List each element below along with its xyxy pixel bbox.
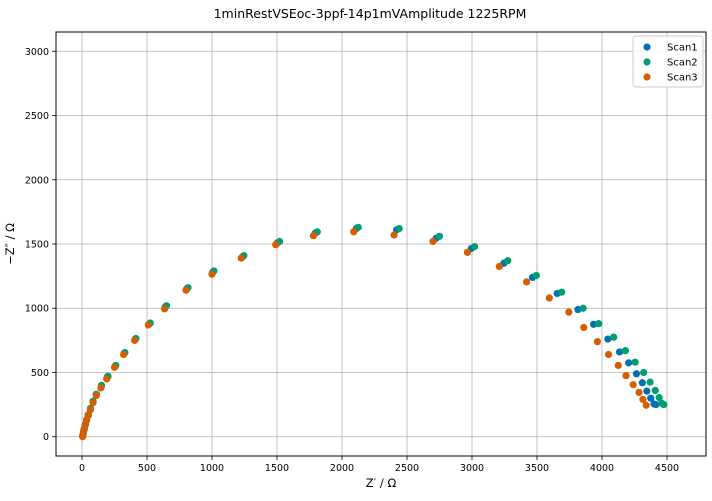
point-scan3	[237, 254, 245, 262]
point-scan2	[471, 242, 479, 251]
legend-box	[632, 35, 704, 88]
point-scan2	[579, 304, 587, 312]
point-scan3	[131, 336, 139, 344]
point-scan2	[621, 347, 630, 355]
y-tick-label: 1500	[25, 240, 49, 251]
point-scan2	[651, 386, 659, 395]
point-scan2	[504, 257, 512, 265]
point-scan3	[309, 232, 317, 240]
grid	[56, 32, 706, 456]
legend-label-scan2: Scan2	[667, 58, 698, 69]
point-scan1	[652, 401, 660, 409]
point-scan3	[495, 262, 503, 271]
x-tick-label: 2000	[330, 463, 354, 474]
point-scan3	[635, 388, 643, 396]
point-scan1	[647, 394, 655, 402]
point-scan3	[639, 395, 647, 404]
x-tick-label: 3000	[460, 463, 484, 474]
point-scan1	[625, 359, 633, 367]
point-scan3	[120, 350, 128, 359]
point-scan3	[86, 406, 95, 414]
point-scan3	[593, 338, 602, 346]
point-scan3	[160, 305, 169, 313]
y-tick-label: 0	[43, 432, 49, 443]
legend-marker-scan3	[643, 73, 651, 81]
y-tick-label: 3000	[25, 47, 49, 58]
point-scan3	[614, 361, 622, 370]
point-scan3	[97, 384, 105, 392]
x-tick-label: 1500	[265, 463, 289, 474]
point-scan2	[558, 288, 566, 296]
legend-label-scan3: Scan3	[667, 73, 698, 84]
x-axis-label: Z′ / Ω	[366, 476, 397, 490]
point-scan3	[92, 392, 100, 400]
point-scan2	[354, 223, 362, 231]
axis-ticks: 0 500 1000 1500 2000 2500 3000 3500 4000 4500 0 500…	[25, 47, 679, 474]
x-tick-label: 4500	[655, 463, 679, 474]
point-scan2	[435, 232, 444, 240]
point-scan3	[84, 411, 92, 420]
point-scan1	[615, 348, 624, 356]
y-tick-label: 1000	[25, 304, 49, 315]
point-scan3	[463, 248, 472, 256]
point-scan3	[272, 241, 280, 249]
point-scan3	[580, 323, 588, 332]
point-scan2	[660, 401, 668, 409]
data-points	[79, 223, 668, 441]
point-scan3	[629, 381, 637, 389]
point-scan3	[182, 286, 190, 294]
legend-marker-scan2	[643, 58, 651, 66]
point-scan3	[429, 237, 437, 246]
point-scan2	[395, 224, 403, 233]
point-scan2	[595, 320, 603, 328]
x-tick-label: 500	[138, 463, 156, 474]
chart-title: 1minRestVSEoc-3ppf-14p1mVAmplitude 1225R…	[214, 6, 527, 21]
point-scan3	[110, 363, 119, 371]
y-tick-label: 500	[31, 368, 49, 379]
y-tick-label: 2000	[25, 175, 49, 186]
y-axis-label: −Z″ / Ω	[3, 223, 17, 265]
point-scan3	[390, 231, 398, 239]
legend-marker-scan1	[643, 43, 651, 51]
legend-label-scan1: Scan1	[667, 43, 698, 54]
x-tick-label: 3500	[525, 463, 549, 474]
point-scan2	[610, 333, 618, 341]
point-scan3	[350, 228, 358, 236]
point-scan1	[604, 335, 612, 343]
point-scan3	[89, 399, 97, 407]
x-tick-label: 2500	[395, 463, 419, 474]
point-scan2	[631, 358, 639, 366]
x-tick-label: 0	[79, 463, 85, 474]
point-scan1	[632, 370, 641, 378]
point-scan3	[622, 372, 630, 380]
point-scan3	[565, 308, 573, 316]
point-scan3	[523, 278, 531, 286]
x-tick-label: 1000	[200, 463, 224, 474]
point-scan2	[655, 393, 663, 402]
x-tick-label: 4000	[590, 463, 614, 474]
legend: Scan1 Scan2 Scan3	[632, 35, 704, 88]
point-scan3	[545, 294, 553, 302]
point-scan3	[208, 270, 216, 278]
point-scan2	[646, 378, 654, 386]
point-scan2	[640, 368, 648, 377]
point-scan3	[642, 401, 650, 409]
point-scan2	[532, 271, 540, 280]
point-scan3	[144, 321, 152, 329]
point-scan1	[643, 387, 651, 395]
plot-frame	[55, 31, 707, 457]
y-tick-label: 2500	[25, 111, 49, 122]
point-scan3	[604, 350, 613, 359]
point-scan1	[638, 379, 646, 387]
point-scan3	[103, 375, 111, 383]
